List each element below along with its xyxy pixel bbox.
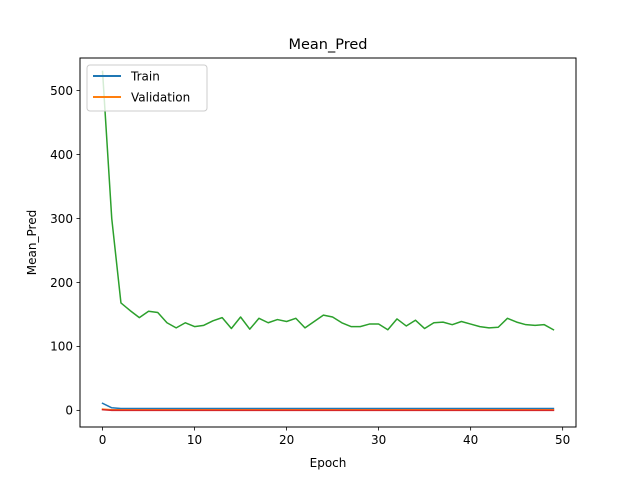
x-tick-label: 0 [99,433,107,447]
series-line-train [101,402,555,410]
x-tick-label: 10 [187,433,202,447]
y-tick-label: 200 [50,276,73,290]
x-tick-label: 40 [463,433,478,447]
y-axis-ticks: 0 100 200 300 400 500 [50,84,80,418]
x-axis-ticks: 0 10 20 30 40 50 [99,427,570,447]
chart-title: Mean_Pred [288,37,367,53]
legend: Train Validation [86,64,208,112]
y-tick-label: 100 [50,340,73,354]
x-tick-label: 50 [555,433,570,447]
y-tick-label: 500 [50,84,73,98]
x-tick-label: 20 [279,433,294,447]
legend-label-validation: Validation [131,91,190,105]
y-tick-label: 0 [65,404,73,418]
plot-frame [79,57,577,428]
series-line-unlabeled-3 [101,408,555,412]
x-axis-label: Epoch [310,456,347,470]
series-layer [101,70,555,412]
series-line-unlabeled-2 [101,70,555,331]
y-tick-label: 300 [50,212,73,226]
plot-area [80,58,576,427]
legend-label-train: Train [130,70,160,84]
y-tick-label: 400 [50,148,73,162]
y-axis-label: Mean_Pred [25,210,39,275]
x-tick-label: 30 [371,433,386,447]
